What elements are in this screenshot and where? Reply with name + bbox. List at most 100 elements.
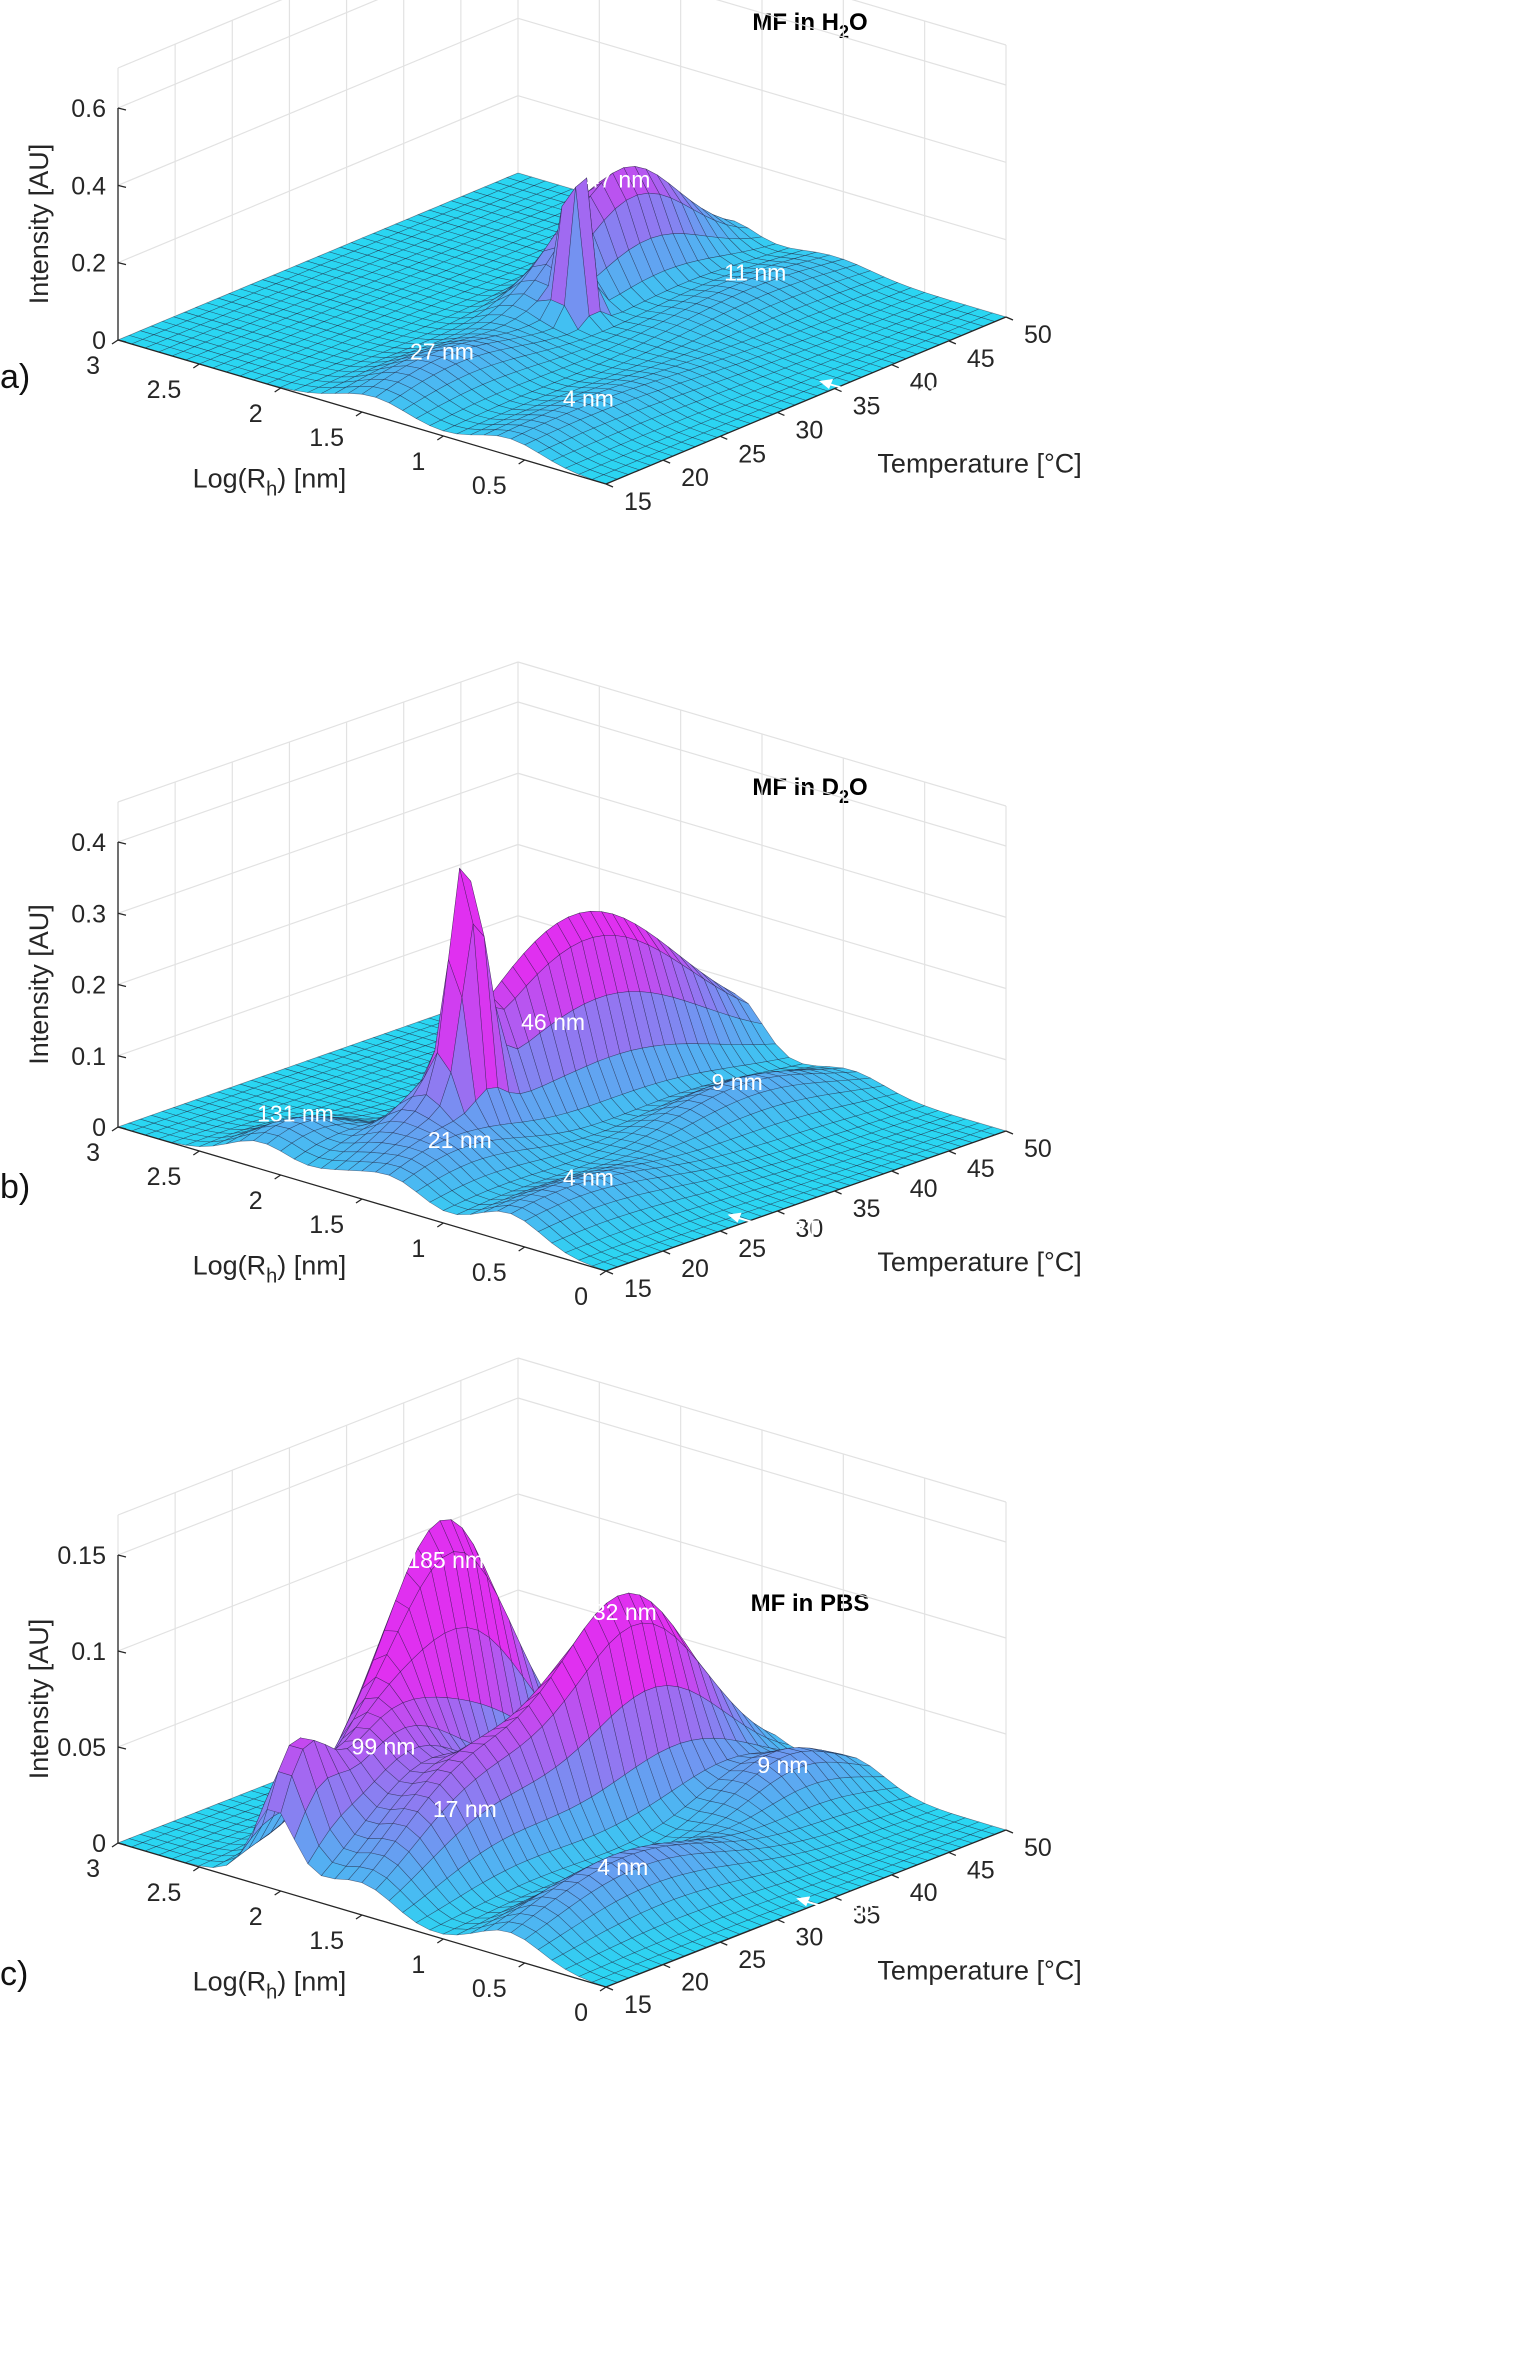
panel-label: b)	[0, 1168, 30, 1206]
annotation-label: CPT 31°C	[842, 1899, 945, 1925]
annotation-label: 46 nm	[521, 1009, 585, 1035]
wall-edge	[117, 1357, 519, 1516]
x-tick-mark	[192, 1150, 200, 1156]
y-tick-label: 45	[967, 1856, 995, 1884]
z-tick-label: 0.2	[71, 972, 106, 1000]
x-tick-label: 3	[86, 1139, 100, 1167]
x-tick-mark	[111, 1126, 119, 1132]
y-axis-label: Temperature [°C]	[877, 1956, 1081, 1986]
y-tick-label: 15	[624, 1991, 652, 2019]
x-tick-label: 3	[86, 352, 100, 380]
y-tick-mark	[891, 364, 899, 369]
x-tick-label: 1.5	[309, 1211, 344, 1239]
wall-edge	[117, 0, 283, 69]
chart-title-tail: O	[849, 9, 868, 36]
x-tick-mark	[436, 1222, 444, 1228]
y-tick-mark	[1005, 316, 1014, 321]
x-tick-label: 3	[86, 1855, 100, 1883]
z-gridline	[117, 17, 519, 186]
z-tick-mark	[117, 1650, 127, 1654]
y-tick-label: 50	[1024, 321, 1052, 349]
chart-title-main: MF in D	[752, 774, 839, 801]
y-tick-mark	[605, 1270, 614, 1275]
z-tick-label: 0.1	[71, 1043, 106, 1071]
x-axis-label: Log(Rh) [nm]	[193, 1966, 347, 2003]
z-tick-label: 0.4	[71, 172, 106, 200]
y-tick-mark	[777, 1210, 785, 1215]
x-tick-mark	[436, 435, 444, 441]
z-tick-mark	[117, 841, 127, 845]
x-tick-label: 0.5	[472, 472, 507, 500]
x-tick-mark	[355, 411, 363, 417]
panel-label: a)	[0, 358, 30, 396]
panel-label: c)	[0, 1955, 28, 1993]
y-axis-label: Temperature [°C]	[877, 1247, 1081, 1277]
x-tick-mark	[274, 1890, 282, 1896]
y-tick-mark	[891, 1874, 899, 1879]
z-tick-mark	[117, 1055, 127, 1059]
y-tick-label: 50	[1024, 1135, 1052, 1163]
z-gridline	[117, 0, 379, 109]
annotation-label: CPT 25°C	[774, 1216, 877, 1242]
y-tick-label: 15	[624, 1275, 652, 1303]
y-tick-label: 15	[624, 488, 652, 516]
z-tick-mark	[117, 983, 127, 988]
x-tick-label: 1	[411, 448, 425, 476]
y-tick-mark	[948, 1851, 957, 1857]
x-tick-mark	[111, 1842, 119, 1848]
annotation-label: CPT 33°C	[865, 382, 968, 408]
x-tick-mark	[518, 459, 526, 465]
x-tick-label: 1	[411, 1951, 425, 1979]
z-tick-label: 0.2	[71, 250, 106, 278]
z-tick-mark	[117, 107, 127, 111]
z-tick-mark	[117, 1554, 127, 1558]
y-tick-mark	[948, 340, 957, 345]
chart-title: MF in PBS	[751, 1590, 870, 1617]
y-tick-mark	[605, 1986, 614, 1991]
z-tick-mark	[117, 912, 127, 916]
annotation-label: 27 nm	[410, 339, 474, 365]
y-tick-label: 20	[681, 1255, 709, 1283]
chart-title-main: MF in PBS	[751, 1590, 870, 1617]
chart-title-sub: 2	[839, 22, 849, 42]
y-tick-label: 30	[795, 1924, 823, 1952]
z-gridline	[117, 701, 519, 843]
x-tick-label: 1.5	[309, 424, 344, 452]
y-tick-label: 20	[681, 1969, 709, 1997]
y-tick-mark	[891, 1170, 899, 1175]
x-axis-label: Log(Rh) [nm]	[193, 463, 347, 500]
annotation-label: 21 nm	[428, 1127, 492, 1153]
x-tick-label: 1	[411, 1235, 425, 1263]
z-tick-mark	[117, 1746, 127, 1750]
back-walls	[117, 0, 1007, 341]
y-tick-label: 45	[967, 1155, 995, 1183]
y-tick-label: 45	[967, 345, 995, 373]
x-tick-mark	[599, 1986, 607, 1992]
y-tick-mark	[720, 435, 728, 440]
y-tick-label: 25	[738, 1235, 766, 1263]
y-tick-mark	[948, 1150, 957, 1155]
chart-title: MF in D2O	[752, 774, 867, 807]
x-tick-mark	[274, 1174, 282, 1180]
y-tick-label: 20	[681, 464, 709, 492]
y-tick-label: 50	[1024, 1834, 1052, 1862]
x-tick-label: 1.5	[309, 1927, 344, 1955]
y-axis-label: Temperature [°C]	[877, 448, 1081, 478]
z-tick-label: 0	[92, 327, 106, 355]
x-tick-label: 0	[574, 1999, 588, 2027]
chart-title: MF in H2O	[752, 9, 867, 42]
annotation-label: 4 nm	[597, 1854, 648, 1880]
annotation-label: 185 nm	[407, 1547, 484, 1573]
x-tick-mark	[111, 339, 119, 345]
annotation-label: 32 nm	[593, 1599, 657, 1625]
y-tick-label: 40	[910, 1175, 938, 1203]
y-tick-mark	[834, 1190, 842, 1195]
z-tick-label: 0	[92, 1830, 106, 1858]
x-tick-label: 2.5	[147, 376, 182, 404]
z-tick-label: 0	[92, 1114, 106, 1142]
annotation-label: 4 nm	[563, 1165, 614, 1191]
surface-chart-3: c) MF in PBS 0 0.05 0.1 0.15 Intensity [AU] 3 2.…	[0, 1357, 1082, 2027]
y-tick-mark	[777, 411, 785, 417]
